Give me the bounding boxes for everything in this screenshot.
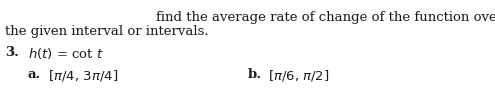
Text: find the average rate of change of the function over: find the average rate of change of the f… [156,11,495,24]
Text: $h(t)$ = cot $t$: $h(t)$ = cot $t$ [28,46,104,61]
Text: $[\pi/4,\,3\pi/4]$: $[\pi/4,\,3\pi/4]$ [48,68,118,83]
Text: b.: b. [248,68,262,81]
Text: a.: a. [28,68,41,81]
Text: $[\pi/6,\,\pi/2]$: $[\pi/6,\,\pi/2]$ [268,68,330,83]
Text: the given interval or intervals.: the given interval or intervals. [5,25,208,38]
Text: 3.: 3. [5,46,19,59]
